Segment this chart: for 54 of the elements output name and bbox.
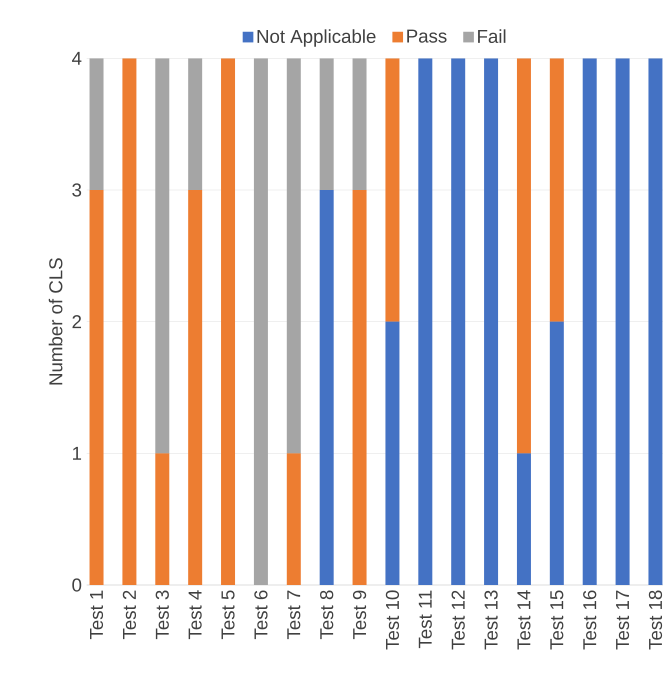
legend-label: Pass xyxy=(407,30,447,43)
x-tick-label: Test 7 xyxy=(287,590,300,640)
bar xyxy=(582,58,597,585)
x-tick-label: Test 17 xyxy=(616,590,630,650)
legend-label: Not Applicable xyxy=(258,29,376,47)
x-tick-label: Test 4 xyxy=(188,590,202,640)
bar xyxy=(122,58,136,585)
x-tick-label: Test 10 xyxy=(386,590,400,650)
x-tick-label: Test 14 xyxy=(517,590,530,650)
bar xyxy=(352,190,367,585)
bar xyxy=(385,322,400,585)
bar xyxy=(254,58,268,585)
y-tick-label: 2 xyxy=(72,315,82,328)
bar xyxy=(484,58,498,585)
y-tick-label: 3 xyxy=(72,183,82,197)
bar xyxy=(221,58,236,585)
bar xyxy=(616,58,630,585)
bar xyxy=(286,453,301,585)
legend-label: Fail xyxy=(478,29,506,44)
x-tick-label: Test 18 xyxy=(648,590,662,650)
bar xyxy=(550,58,564,322)
bar xyxy=(286,58,301,454)
x-tick-label: Test 9 xyxy=(352,590,366,640)
bar xyxy=(188,190,202,585)
y-tick-label: 4 xyxy=(72,52,82,65)
bar xyxy=(90,58,104,190)
x-tick-label: Test 11 xyxy=(418,590,432,648)
bar xyxy=(320,190,334,585)
x-tick-label: Test 15 xyxy=(550,590,564,650)
bar xyxy=(516,453,531,585)
bar xyxy=(352,58,367,190)
x-tick-label: Test 13 xyxy=(484,590,498,650)
bar xyxy=(648,58,662,585)
y-tick-label: 0 xyxy=(72,578,82,592)
bar xyxy=(418,58,432,585)
x-tick-label: Test 3 xyxy=(156,590,169,640)
bar xyxy=(155,453,170,585)
bar xyxy=(155,58,170,454)
bar xyxy=(320,58,334,190)
x-tick-label: Test 16 xyxy=(583,590,596,650)
x-tick-label: Test 5 xyxy=(222,590,235,640)
bar xyxy=(188,58,202,190)
bar xyxy=(550,322,564,585)
x-tick-label: Test 2 xyxy=(122,590,136,640)
bar xyxy=(90,190,104,585)
x-tick-label: Test 1 xyxy=(90,590,104,640)
x-tick-label: Test 12 xyxy=(452,590,465,650)
bar xyxy=(385,58,400,322)
x-tick-label: Test 6 xyxy=(254,590,268,640)
x-tick-label: Test 8 xyxy=(320,590,334,640)
bar xyxy=(451,58,466,585)
bar xyxy=(516,58,531,454)
y-axis-title: Number of CLS xyxy=(48,258,62,384)
y-tick-label: 1 xyxy=(72,446,82,460)
